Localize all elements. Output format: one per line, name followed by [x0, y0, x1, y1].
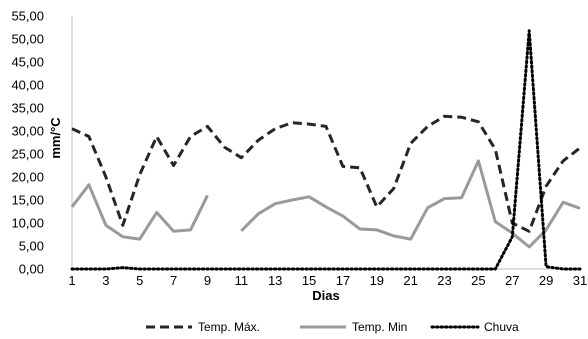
x-tick-label: 21 — [403, 273, 417, 288]
x-tick-label: 13 — [268, 273, 282, 288]
y-tick-label: 0,00 — [19, 262, 44, 277]
x-tick-label: 11 — [235, 273, 249, 288]
x-tick-label: 29 — [539, 273, 553, 288]
y-tick-label: 40,00 — [11, 78, 44, 93]
y-tick-label: 5,00 — [19, 239, 44, 254]
y-tick-label: 15,00 — [11, 193, 44, 208]
x-axis-title: Dias — [312, 288, 339, 303]
x-tick-label: 15 — [302, 273, 316, 288]
x-tick-label: 9 — [204, 273, 211, 288]
x-tick-label: 19 — [370, 273, 384, 288]
y-tick-label: 25,00 — [11, 147, 44, 162]
legend-label-temp-m-x: Temp. Máx. — [198, 320, 260, 334]
y-tick-label: 20,00 — [11, 170, 44, 185]
y-tick-label: 45,00 — [11, 55, 44, 70]
x-tick-label: 23 — [437, 273, 451, 288]
series-group — [70, 29, 582, 271]
y-tick-label: 10,00 — [11, 216, 44, 231]
x-axis: 1 3 5 7 9 11 13 15 17 19 21 23 25 27 29 31 — [68, 268, 587, 288]
series-line-temp-min — [70, 183, 209, 241]
legend: Temp. Máx. Temp. Min Chuva — [146, 320, 519, 334]
series-line-temp-min — [240, 159, 581, 249]
x-tick-label: 5 — [136, 273, 143, 288]
x-tick-label: 27 — [505, 273, 519, 288]
y-tick-label: 30,00 — [11, 124, 44, 139]
series-line-chuva — [70, 29, 582, 271]
series-line-temp-m-x — [71, 114, 581, 233]
y-tick-label: 50,00 — [11, 32, 44, 47]
x-tick-label: 7 — [170, 273, 177, 288]
y-tick-label: 35,00 — [11, 101, 44, 116]
y-axis: 0,00 5,00 10,00 15,00 20,00 25,00 30,00 35,00 40… — [11, 9, 73, 277]
x-tick-label: 1 — [68, 273, 75, 288]
y-axis-title: mm/°C — [48, 117, 63, 159]
legend-label-chuva: Chuva — [484, 320, 519, 334]
x-tick-label: 31 — [573, 273, 587, 288]
y-tick-label: 55,00 — [11, 9, 44, 24]
x-tick-label: 3 — [102, 273, 109, 288]
legend-label-temp-min: Temp. Min — [352, 320, 407, 334]
x-tick-label: 25 — [471, 273, 485, 288]
x-tick-label: 17 — [336, 273, 350, 288]
